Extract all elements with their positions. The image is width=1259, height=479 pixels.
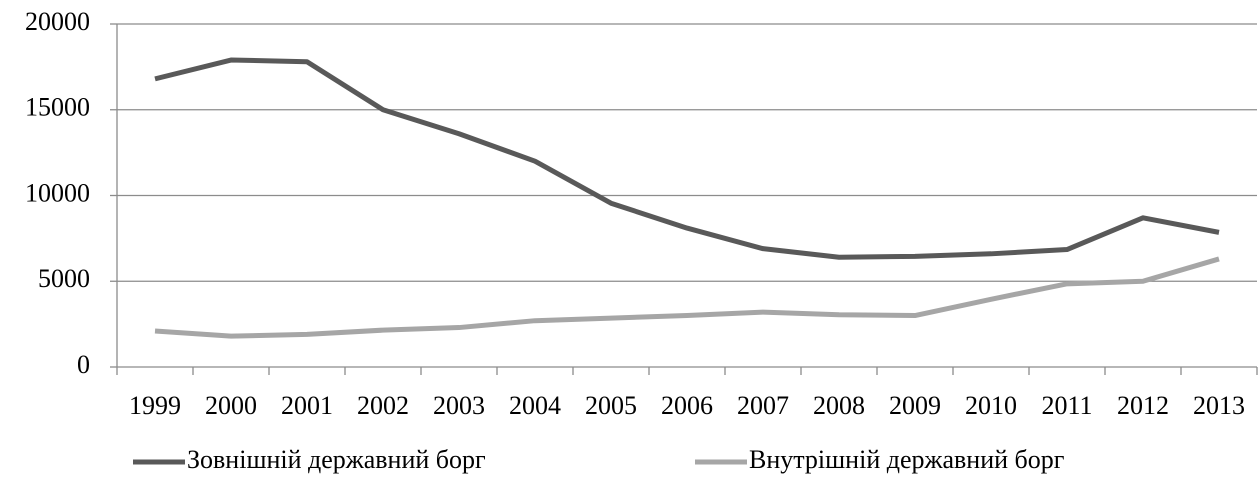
x-tick-label: 2008 — [813, 391, 865, 420]
x-tick-label: 2009 — [889, 391, 941, 420]
x-tick-label: 2006 — [661, 391, 713, 420]
x-tick-label: 1999 — [129, 391, 181, 420]
y-tick-label: 10000 — [25, 178, 90, 207]
legend-label: Внутрішній державний борг — [749, 445, 1064, 474]
y-tick-label: 20000 — [25, 7, 90, 36]
x-tick-label: 2011 — [1041, 391, 1092, 420]
x-tick-label: 2007 — [737, 391, 789, 420]
x-tick-label: 2002 — [357, 391, 409, 420]
series-line — [154, 256, 1220, 339]
y-tick-label: 5000 — [38, 264, 90, 293]
x-tick-label: 2003 — [433, 391, 485, 420]
legend-label: Зовнішній державний борг — [187, 445, 486, 474]
x-tick-label: 2005 — [585, 391, 637, 420]
x-tick-label: 2012 — [1117, 391, 1169, 420]
y-tick-label: 15000 — [25, 93, 90, 122]
x-tick-label: 2010 — [965, 391, 1017, 420]
y-tick-label: 0 — [77, 350, 90, 379]
x-tick-label: 2004 — [509, 391, 561, 420]
x-tick-label: 2013 — [1193, 391, 1245, 420]
series-line — [154, 57, 1220, 260]
x-tick-label: 2001 — [281, 391, 333, 420]
x-tick-label: 2000 — [205, 391, 257, 420]
